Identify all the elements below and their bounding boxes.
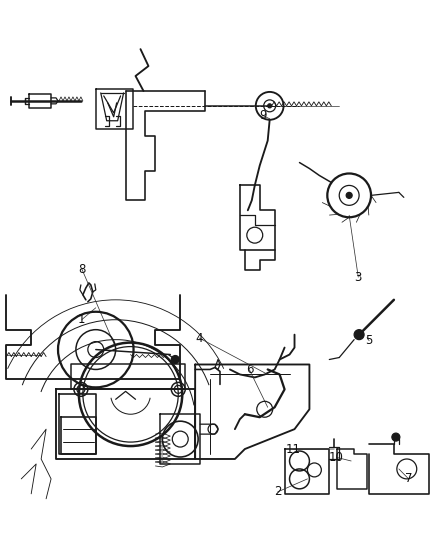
- Text: 11: 11: [286, 443, 300, 456]
- Text: 10: 10: [329, 451, 344, 464]
- Text: 5: 5: [365, 334, 373, 347]
- Circle shape: [171, 356, 179, 364]
- Circle shape: [346, 192, 352, 198]
- Text: 1: 1: [78, 313, 86, 326]
- Circle shape: [268, 104, 272, 108]
- Text: 7: 7: [405, 472, 412, 485]
- Text: 2: 2: [274, 486, 282, 498]
- Circle shape: [354, 330, 364, 340]
- Text: 3: 3: [355, 271, 362, 284]
- Text: 9: 9: [259, 109, 266, 122]
- Circle shape: [392, 433, 400, 441]
- Text: 8: 8: [78, 263, 85, 276]
- Text: 4: 4: [196, 332, 203, 344]
- Text: 6: 6: [246, 364, 253, 376]
